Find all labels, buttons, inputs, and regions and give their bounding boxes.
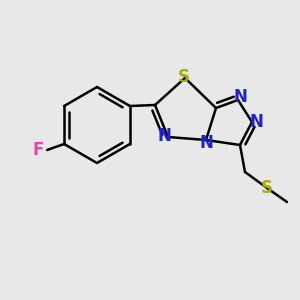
Text: S: S xyxy=(261,179,273,197)
Text: S: S xyxy=(178,68,190,86)
Text: N: N xyxy=(199,134,213,152)
Text: N: N xyxy=(157,127,171,145)
Text: N: N xyxy=(233,88,247,106)
Text: F: F xyxy=(33,141,44,159)
Text: N: N xyxy=(249,113,263,131)
